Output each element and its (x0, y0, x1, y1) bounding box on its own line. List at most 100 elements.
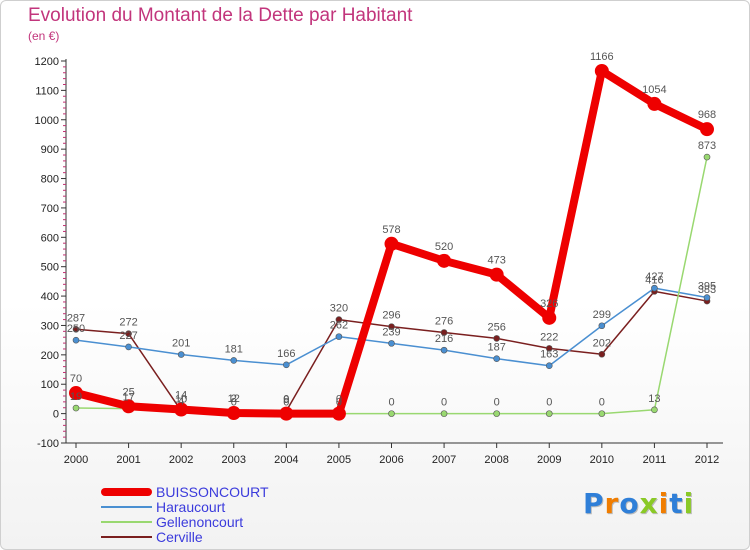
data-label-haraucourt: 250 (67, 323, 85, 335)
legend-item-haraucourt: Haraucourt (101, 500, 341, 515)
x-tick-label: 2002 (169, 454, 193, 466)
data-point-buissoncourt (437, 253, 452, 268)
y-tick-label: 500 (41, 262, 59, 274)
data-label-gellenoncourt: 17 (122, 392, 134, 404)
data-point-gellenoncourt (440, 410, 448, 417)
data-point-haraucourt (440, 346, 448, 354)
data-point-haraucourt (651, 284, 658, 292)
data-point-buissoncourt (542, 310, 557, 325)
data-point-buissoncourt (279, 406, 294, 421)
y-tick-label: 100 (41, 379, 59, 391)
legend-swatch-gellenoncourt (101, 521, 152, 523)
x-tick-label: 2003 (222, 454, 246, 466)
logo-letter: P (583, 487, 605, 520)
data-label-buissoncourt: 578 (382, 224, 400, 236)
data-point-haraucourt (283, 361, 290, 369)
data-label-gellenoncourt: 13 (648, 393, 660, 405)
data-label-buissoncourt: 0 (336, 394, 342, 406)
logo-letter: o (619, 487, 640, 520)
y-tick-label: 0 (53, 409, 59, 421)
x-tick-label: 2007 (432, 454, 456, 466)
data-point-cerville (388, 323, 395, 330)
legend-label-cerville: Cerville (156, 529, 203, 545)
x-tick-label: 2011 (643, 454, 667, 466)
data-label-haraucourt: 187 (487, 342, 505, 354)
data-point-haraucourt (703, 294, 711, 301)
legend-swatch-buissoncourt (101, 488, 152, 496)
legend-label-haraucourt: Haraucourt (156, 499, 226, 515)
proxiti-logo: Proxiti (583, 487, 694, 520)
data-point-gellenoncourt (388, 410, 395, 417)
data-label-buissoncourt: 473 (487, 255, 505, 267)
data-point-buissoncourt (489, 267, 504, 282)
data-label-gellenoncourt: 0 (599, 397, 605, 409)
data-point-cerville (125, 330, 132, 337)
data-point-haraucourt (598, 322, 606, 330)
y-tick-label: 300 (41, 320, 59, 332)
legend-label-buissoncourt: BUISSONCOURT (156, 484, 269, 500)
chart-lines (69, 63, 714, 421)
data-label-gellenoncourt: 0 (546, 397, 552, 409)
data-label-cerville: 296 (382, 310, 400, 322)
logo-letter: i (683, 487, 695, 520)
data-point-gellenoncourt (598, 410, 606, 417)
data-point-gellenoncourt (545, 410, 553, 417)
data-label-cerville: 416 (645, 274, 663, 286)
data-point-cerville (72, 325, 80, 333)
data-point-haraucourt (72, 336, 80, 344)
y-tick-label: 400 (41, 291, 59, 303)
y-tick-label: 1200 (35, 56, 59, 68)
data-label-haraucourt: 163 (540, 349, 558, 361)
legend-item-gellenoncourt: Gellenoncourt (101, 515, 341, 530)
data-label-buissoncourt: 25 (122, 386, 134, 398)
data-point-buissoncourt (174, 402, 189, 417)
x-tick-label: 2012 (695, 454, 719, 466)
data-point-buissoncourt (384, 236, 399, 251)
data-label-haraucourt: 166 (277, 348, 295, 360)
data-label-haraucourt: 299 (593, 309, 611, 321)
data-point-haraucourt (177, 351, 185, 358)
data-point-gellenoncourt (651, 406, 658, 414)
logo-letter: t (669, 487, 684, 520)
x-tick-label: 2005 (327, 454, 351, 466)
legend-item-cerville: Cerville (101, 530, 341, 545)
data-label-cerville: 272 (119, 317, 137, 329)
y-tick-label: 200 (41, 350, 59, 362)
data-label-gellenoncourt: 0 (231, 397, 237, 409)
data-point-buissoncourt (647, 96, 662, 111)
data-label-cerville: 10 (175, 394, 187, 406)
y-tick-label: 1100 (35, 85, 59, 97)
legend-swatch-haraucourt (101, 506, 152, 508)
data-point-haraucourt (335, 333, 343, 340)
data-label-cerville: 9 (283, 394, 289, 406)
y-tick-label: 600 (41, 232, 59, 244)
y-tick-label: 900 (41, 144, 59, 156)
y-tick-label: -100 (37, 438, 59, 450)
data-point-cerville (440, 329, 448, 336)
series-line-gellenoncourt (75, 156, 708, 415)
data-label-cerville: 12 (228, 393, 240, 405)
logo-letter: i (658, 487, 670, 520)
data-label-cerville: 287 (67, 312, 85, 324)
x-tick-label: 2001 (116, 454, 140, 466)
data-point-buissoncourt (226, 406, 241, 421)
data-label-gellenoncourt: 873 (698, 140, 716, 152)
data-label-buissoncourt: 70 (70, 373, 82, 385)
data-label-buissoncourt: 326 (540, 298, 558, 310)
data-point-buissoncourt (69, 386, 83, 401)
data-label-gellenoncourt: 0 (283, 397, 289, 409)
data-label-haraucourt: 227 (119, 330, 137, 342)
data-label-buissoncourt: 520 (435, 241, 453, 253)
y-tick-label: 800 (41, 174, 59, 186)
data-point-haraucourt (545, 362, 553, 370)
x-tick-label: 2008 (484, 454, 508, 466)
data-label-haraucourt: 201 (172, 338, 190, 350)
data-point-buissoncourt (331, 406, 346, 421)
data-label-gellenoncourt: 0 (494, 397, 500, 409)
logo-letter: r (604, 487, 620, 520)
y-tick-label: 1000 (35, 115, 59, 127)
x-tick-label: 2000 (64, 454, 88, 466)
data-point-haraucourt (125, 343, 132, 351)
